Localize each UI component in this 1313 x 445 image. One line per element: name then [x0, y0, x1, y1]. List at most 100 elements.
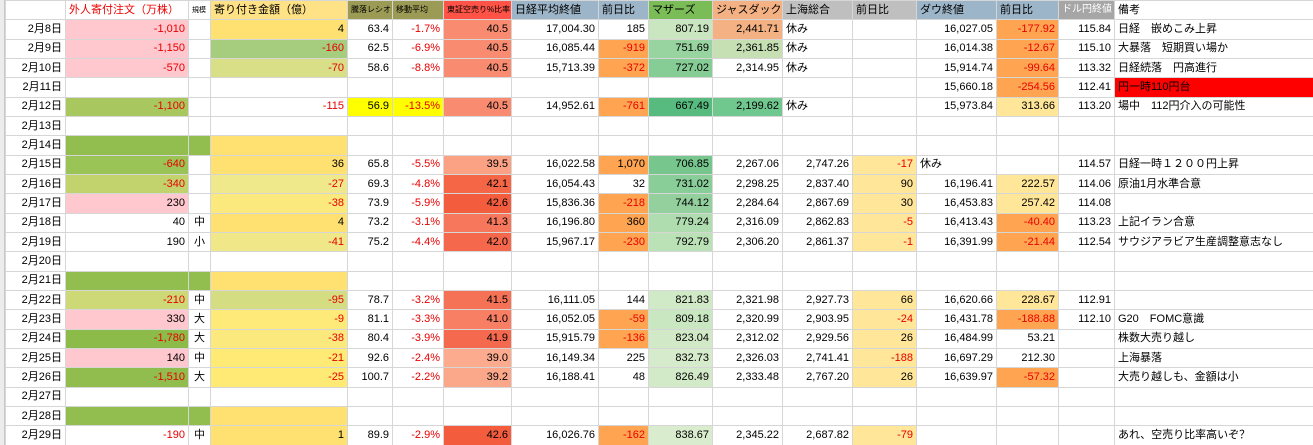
cell-ratio[interactable]	[347, 386, 393, 407]
cell-dow[interactable]: 16,413.43	[916, 212, 997, 233]
cell-mothers[interactable]: 838.67	[648, 425, 713, 445]
cell-shanghai_chg[interactable]	[852, 96, 917, 117]
cell-mothers[interactable]: 821.83	[648, 289, 713, 311]
cell-note[interactable]: 日経一時１２００円上昇	[1114, 154, 1313, 175]
cell-dow_chg[interactable]: -99.64	[996, 57, 1059, 79]
cell-mothers[interactable]: 744.12	[648, 193, 713, 214]
cell-dow_chg[interactable]: 53.21	[996, 328, 1059, 349]
cell-ratio[interactable]: 80.4	[347, 328, 393, 349]
cell-dow[interactable]: 16,196.41	[916, 173, 997, 195]
cell-dow_chg[interactable]: 222.57	[996, 173, 1059, 195]
cell-nikkei[interactable]: 16,111.05	[511, 289, 599, 311]
cell-shanghai[interactable]: 休み	[782, 38, 853, 59]
cell-nikkei[interactable]: 16,085.44	[511, 38, 599, 59]
cell-ma[interactable]	[392, 251, 444, 272]
cell-usdjpy[interactable]: 112.41	[1058, 77, 1115, 98]
cell-nikkei_chg[interactable]: -919	[598, 38, 649, 59]
cell-karauri[interactable]	[443, 251, 512, 272]
cell-ratio[interactable]: 73.2	[347, 212, 393, 233]
cell-nikkei[interactable]	[511, 386, 599, 407]
cell-nikkei_chg[interactable]: 185	[598, 19, 649, 40]
cell-dow[interactable]	[916, 425, 997, 445]
cell-jasdaq[interactable]	[712, 77, 783, 98]
cell-karauri[interactable]: 41.5	[443, 289, 512, 311]
cell-dow_chg[interactable]: 212.30	[996, 347, 1059, 369]
cell-shanghai[interactable]: 休み	[782, 57, 853, 79]
cell-yoritsuki[interactable]: -38	[210, 193, 348, 214]
cell-yoritsuki[interactable]: -41	[210, 231, 348, 253]
cell-gaijin[interactable]	[65, 135, 189, 156]
cell-gaijin[interactable]	[65, 270, 189, 291]
cell-dow[interactable]: 16,620.66	[916, 289, 997, 311]
cell-nikkei_chg[interactable]: -136	[598, 328, 649, 349]
date-cell[interactable]: 2月26日	[5, 367, 66, 388]
col-header-nikkei[interactable]: 日経平均終値	[511, 0, 599, 21]
cell-shanghai_chg[interactable]: 30	[852, 193, 917, 214]
cell-note[interactable]	[1114, 289, 1313, 311]
cell-shanghai_chg[interactable]	[852, 115, 917, 137]
date-cell[interactable]: 2月9日	[5, 38, 66, 59]
cell-note[interactable]: 円一時110円台	[1114, 77, 1313, 98]
cell-nikkei_chg[interactable]	[598, 115, 649, 137]
cell-ratio[interactable]: 89.9	[347, 425, 393, 445]
cell-usdjpy[interactable]	[1058, 425, 1115, 445]
cell-dow[interactable]: 15,660.18	[916, 77, 997, 98]
cell-ratio[interactable]	[347, 115, 393, 137]
cell-nikkei_chg[interactable]: 48	[598, 367, 649, 388]
cell-ma[interactable]: -6.9%	[392, 38, 444, 59]
cell-kibo[interactable]	[188, 270, 211, 291]
cell-jasdaq[interactable]: 2,267.06	[712, 154, 783, 175]
cell-nikkei_chg[interactable]	[598, 405, 649, 427]
cell-nikkei[interactable]	[511, 270, 599, 291]
cell-dow_chg[interactable]: -12.67	[996, 38, 1059, 59]
cell-note[interactable]: 場中 112円介入の可能性	[1114, 96, 1313, 117]
cell-kibo[interactable]	[188, 251, 211, 272]
cell-note[interactable]: G20 FOMC意識	[1114, 309, 1313, 330]
cell-karauri[interactable]: 40.5	[443, 57, 512, 79]
col-header-dow[interactable]: ダウ終値	[916, 0, 997, 21]
cell-shanghai_chg[interactable]: 26	[852, 328, 917, 349]
cell-jasdaq[interactable]: 2,321.98	[712, 289, 783, 311]
cell-nikkei_chg[interactable]: -162	[598, 425, 649, 445]
date-cell[interactable]: 2月18日	[5, 212, 66, 233]
cell-shanghai[interactable]	[782, 135, 853, 156]
col-header-jasdaq[interactable]: ジャスダック	[712, 0, 783, 21]
cell-kibo[interactable]: 大	[188, 328, 211, 349]
cell-note[interactable]	[1114, 193, 1313, 214]
cell-dow_chg[interactable]: 257.42	[996, 193, 1059, 214]
cell-shanghai_chg[interactable]	[852, 405, 917, 427]
cell-note[interactable]: 大暴落 短期買い場か	[1114, 38, 1313, 59]
cell-shanghai_chg[interactable]	[852, 386, 917, 407]
col-header-note[interactable]: 備考	[1114, 0, 1313, 21]
cell-usdjpy[interactable]: 113.20	[1058, 96, 1115, 117]
cell-shanghai_chg[interactable]	[852, 19, 917, 40]
cell-jasdaq[interactable]	[712, 386, 783, 407]
cell-usdjpy[interactable]	[1058, 367, 1115, 388]
cell-shanghai_chg[interactable]: -188	[852, 347, 917, 369]
cell-kibo[interactable]	[188, 154, 211, 175]
cell-usdjpy[interactable]	[1058, 115, 1115, 137]
cell-usdjpy[interactable]: 115.10	[1058, 38, 1115, 59]
cell-yoritsuki[interactable]	[210, 270, 348, 291]
cell-dow_chg[interactable]	[996, 135, 1059, 156]
cell-kibo[interactable]	[188, 405, 211, 427]
cell-shanghai[interactable]: 2,929.56	[782, 328, 853, 349]
cell-jasdaq[interactable]: 2,333.48	[712, 367, 783, 388]
cell-dow_chg[interactable]	[996, 115, 1059, 137]
date-cell[interactable]: 2月16日	[5, 173, 66, 195]
cell-note[interactable]	[1114, 251, 1313, 272]
cell-ma[interactable]: -3.3%	[392, 309, 444, 330]
cell-ma[interactable]: -5.5%	[392, 154, 444, 175]
cell-nikkei_chg[interactable]	[598, 386, 649, 407]
cell-nikkei_chg[interactable]: 225	[598, 347, 649, 369]
cell-ma[interactable]: -4.8%	[392, 173, 444, 195]
cell-ma[interactable]: -1.7%	[392, 19, 444, 40]
cell-ratio[interactable]	[347, 77, 393, 98]
cell-karauri[interactable]: 42.6	[443, 425, 512, 445]
cell-nikkei[interactable]: 16,054.43	[511, 173, 599, 195]
cell-ma[interactable]	[392, 386, 444, 407]
cell-kibo[interactable]	[188, 386, 211, 407]
cell-ma[interactable]: -3.1%	[392, 212, 444, 233]
cell-shanghai_chg[interactable]	[852, 270, 917, 291]
cell-usdjpy[interactable]: 112.91	[1058, 289, 1115, 311]
